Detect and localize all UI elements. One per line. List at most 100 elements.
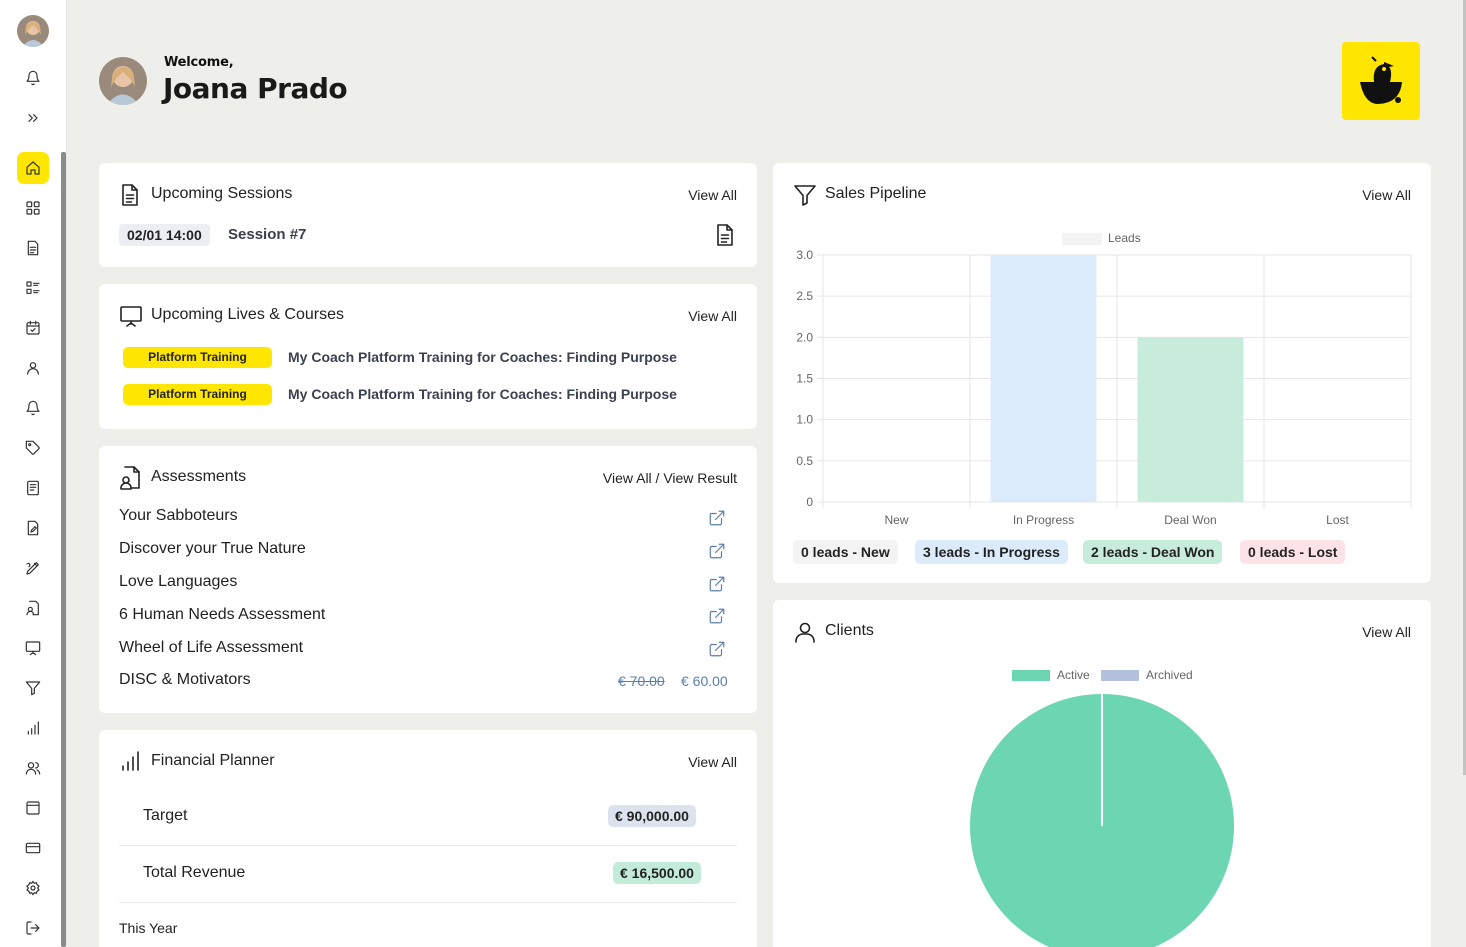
legend-swatch-active [1012,670,1050,681]
course-tag: Platform Training [123,384,272,405]
legend-swatch [1062,233,1102,245]
target-value: € 90,000.00 [608,805,696,827]
y-tick-label: 0.5 [796,454,813,468]
assessments-view-all-link[interactable]: View All / View Result [602,470,737,486]
session-name[interactable]: Session #7 [228,226,307,243]
document-icon[interactable] [17,232,49,264]
revenue-label: Total Revenue [143,864,246,881]
target-label: Target [143,807,188,824]
bell-icon[interactable] [17,392,49,424]
legend-label-active: Active [1057,668,1090,682]
pen-icon[interactable] [17,552,49,584]
filter-icon[interactable] [17,672,49,704]
page-scrollbar[interactable] [1463,0,1466,775]
calendar-icon[interactable] [17,312,49,344]
assessment-item[interactable]: Wheel of Life Assessment [119,639,304,656]
file-edit-icon[interactable] [17,512,49,544]
y-tick-label: 3.0 [796,248,813,262]
card-title: Sales Pipeline [825,185,927,202]
logout-icon[interactable] [17,912,49,944]
course-link[interactable]: My Coach Platform Training for Coaches: … [288,349,677,365]
brand-logo[interactable] [1342,42,1420,120]
notes-icon[interactable] [17,472,49,504]
assessment-icon [119,465,143,495]
period-label: This Year [119,920,178,936]
session-date: 02/01 14:00 [119,224,210,246]
list-icon[interactable] [17,272,49,304]
lead-badge-lost: 0 leads - Lost [1240,540,1346,564]
y-tick-label: 1.0 [796,413,813,427]
assessment-item[interactable]: DISC & Motivators [119,671,251,688]
expand-sidebar-icon[interactable] [17,102,49,134]
presentation-icon [119,304,143,332]
tag-icon[interactable] [17,432,49,464]
assessment-item[interactable]: 6 Human Needs Assessment [119,606,326,623]
user-icon[interactable] [17,352,49,384]
course-link[interactable]: My Coach Platform Training for Coaches: … [288,386,677,402]
external-link-icon[interactable] [708,575,726,593]
y-tick-label: 1.5 [796,372,813,386]
bird-logo-icon [1360,56,1402,104]
x-tick-label: Lost [1326,513,1349,527]
user-name: Joana Prado [163,72,348,105]
card-title: Upcoming Sessions [151,185,293,202]
revenue-value: € 16,500.00 [613,862,701,884]
lead-badge-deal-won: 2 leads - Deal Won [1083,540,1223,564]
user-icon [793,620,817,648]
settings-icon[interactable] [17,872,49,904]
sales-pipeline-card: Sales Pipeline View All Leads 3.0 2.5 2.0 1.… [773,163,1431,583]
sidebar-scrollbar[interactable] [61,152,66,947]
assessments-card: Assessments View All / View Result Your … [99,446,757,713]
lives-view-all-link[interactable]: View All [688,308,737,324]
user-avatar[interactable] [99,57,147,105]
notification-bell-icon[interactable] [17,62,49,94]
external-link-icon[interactable] [708,509,726,527]
bar-chart-icon [119,750,141,776]
browser-icon[interactable] [17,792,49,824]
external-link-icon[interactable] [708,640,726,658]
financial-view-all-link[interactable]: View All [688,754,737,770]
lead-badge-new: 0 leads - New [793,540,898,564]
session-notes-icon[interactable] [714,223,736,251]
upcoming-sessions-card: Upcoming Sessions View All 02/01 14:00 S… [99,163,757,267]
sessions-view-all-link[interactable]: View All [688,187,737,203]
legend-label: Leads [1108,231,1141,245]
x-tick-label: Deal Won [1164,513,1216,527]
assessment-item[interactable]: Love Languages [119,573,238,590]
card-title: Upcoming Lives & Courses [151,306,344,323]
card-title: Assessments [151,468,247,485]
card-title: Clients [825,622,874,639]
welcome-text: Welcome, [164,55,234,70]
lead-badge-in-progress: 3 leads - In Progress [915,540,1068,564]
financial-planner-card: Financial Planner View All Target € 90,0… [99,730,757,947]
assessment-item[interactable]: Discover your True Nature [119,540,306,557]
y-tick-label: 2.0 [796,330,813,344]
users-icon[interactable] [17,752,49,784]
external-link-icon[interactable] [708,542,726,560]
assessment-item[interactable]: Your Sabboteurs [119,507,238,524]
bar-in-progress [990,255,1097,502]
assessment-icon[interactable] [17,592,49,624]
divider [119,902,737,903]
bar-chart-icon[interactable] [17,712,49,744]
card-title: Financial Planner [151,752,275,769]
clients-pie-chart: Active Archived [970,668,1234,947]
divider [119,845,737,846]
sidebar-avatar[interactable] [17,15,49,47]
x-tick-label: In Progress [1013,513,1074,527]
external-link-icon[interactable] [708,607,726,625]
presentation-icon[interactable] [17,632,49,664]
home-icon[interactable] [17,152,49,184]
upcoming-lives-card: Upcoming Lives & Courses View All Platfo… [99,284,757,429]
filter-icon [793,183,817,211]
pipeline-view-all-link[interactable]: View All [1362,187,1411,203]
clients-card: Clients View All Active Archived [773,600,1431,947]
disc-price[interactable]: € 60.00 [681,673,728,689]
credit-card-icon[interactable] [17,832,49,864]
x-tick-label: New [884,513,908,527]
clients-view-all-link[interactable]: View All [1362,624,1411,640]
y-tick-label: 0 [806,495,813,509]
dashboard-grid-icon[interactable] [17,192,49,224]
y-tick-label: 2.5 [796,289,813,303]
document-icon [119,183,141,211]
